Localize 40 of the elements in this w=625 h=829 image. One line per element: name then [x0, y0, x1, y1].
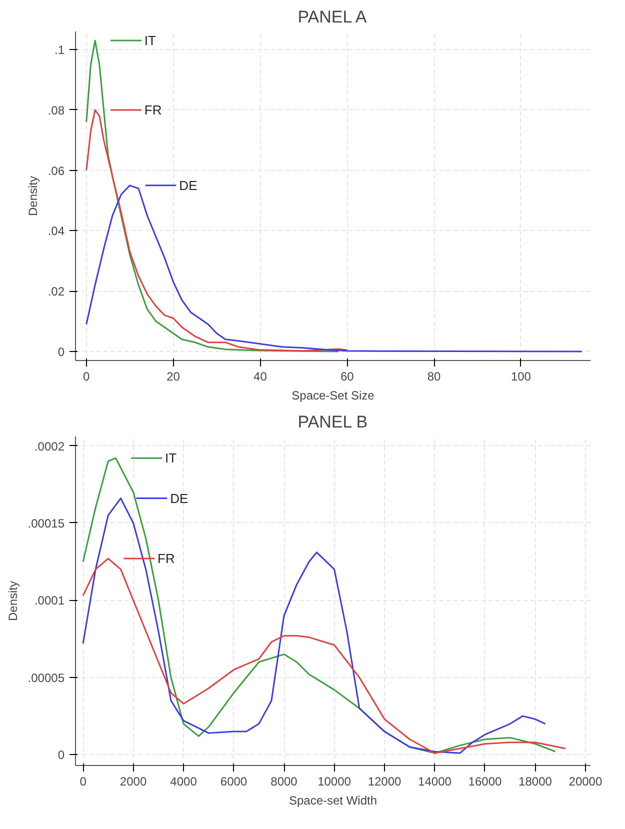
x-tick-label: 6000 — [220, 774, 248, 788]
legend-label: DE — [179, 178, 198, 193]
x-tick-label: 0 — [83, 370, 90, 384]
legend-label: IT — [165, 450, 177, 466]
x-axis-title: Space-set Width — [288, 794, 378, 808]
chart-title: PANEL B — [298, 412, 368, 432]
x-tick-label: 14000 — [418, 774, 452, 788]
legend-label: FR — [158, 551, 175, 566]
y-tick-label: .08 — [48, 103, 65, 118]
chart-title: PANEL A — [298, 8, 368, 26]
x-tick-label: 100 — [510, 370, 532, 384]
y-tick-label: 0 — [58, 344, 65, 359]
legend-label: FR — [144, 102, 162, 118]
y-tick-label: .0002 — [34, 439, 65, 454]
y-tick-label: .02 — [48, 284, 65, 299]
legend-label: IT — [144, 33, 156, 48]
x-tick-label: 4000 — [170, 774, 198, 788]
x-tick-label: 18000 — [518, 774, 552, 788]
x-tick-label: 80 — [427, 370, 442, 384]
x-tick-label: 16000 — [468, 774, 502, 788]
x-tick-label: 20000 — [568, 774, 602, 788]
y-tick-label: .00015 — [28, 516, 65, 530]
y-tick-label: .1 — [54, 43, 65, 58]
x-tick-label: 2000 — [120, 774, 147, 788]
y-tick-label: .04 — [48, 224, 65, 238]
x-tick-label: 20 — [166, 370, 180, 384]
x-tick-label: 40 — [254, 370, 268, 384]
y-tick-label: .0001 — [34, 594, 65, 608]
y-tick-label: 0 — [58, 748, 65, 762]
x-tick-label: 60 — [340, 370, 354, 384]
x-tick-label: 0 — [80, 774, 87, 788]
legend-label: DE — [170, 490, 188, 506]
x-tick-label: 8000 — [270, 774, 298, 788]
x-tick-label: 10000 — [318, 774, 352, 788]
y-axis-title: Density — [6, 580, 20, 622]
y-tick-label: .00005 — [28, 670, 65, 685]
y-tick-label: .06 — [48, 164, 65, 178]
y-axis-title: Density — [26, 176, 40, 216]
x-axis-title: Space-Set Size — [292, 388, 375, 402]
x-tick-label: 12000 — [368, 774, 402, 788]
